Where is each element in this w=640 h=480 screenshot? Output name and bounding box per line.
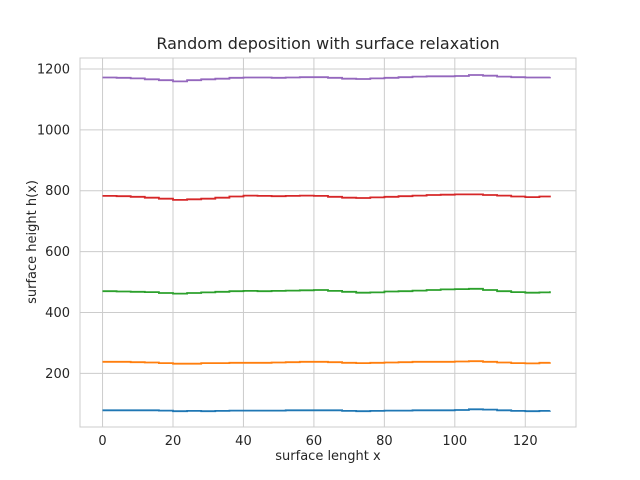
x-tick-label: 100	[442, 434, 467, 449]
plot-frame	[79, 57, 577, 428]
x-tick-labels: 0 20 40 60 80 100 120	[98, 434, 537, 449]
y-tick-label: 1000	[37, 123, 70, 138]
y-tick-label: 400	[45, 306, 70, 321]
x-tick-label: 0	[98, 434, 106, 449]
chart-title: Random deposition with surface relaxatio…	[156, 34, 499, 53]
x-tick-label: 40	[235, 434, 252, 449]
x-tick-label: 120	[513, 434, 538, 449]
series-group	[102, 74, 551, 413]
y-axis-label: surface height h(x)	[25, 180, 40, 304]
x-tick-label: 20	[165, 434, 182, 449]
series-line-5	[102, 74, 551, 83]
y-tick-label: 800	[45, 184, 70, 199]
series-line-2	[102, 360, 551, 365]
x-tick-label: 80	[376, 434, 393, 449]
series-line-4	[102, 193, 551, 201]
series-line-1	[102, 408, 551, 413]
series-line-3	[102, 287, 551, 295]
x-axis-label: surface lenght x	[275, 449, 381, 464]
plot-area	[80, 58, 576, 427]
x-tick-label: 60	[306, 434, 323, 449]
y-tick-label: 200	[45, 367, 70, 382]
y-tick-label: 600	[45, 245, 70, 260]
grid	[80, 58, 576, 427]
y-tick-label: 1200	[37, 62, 70, 77]
y-tick-labels: 200 400 600 800 1000 1200	[37, 62, 70, 381]
